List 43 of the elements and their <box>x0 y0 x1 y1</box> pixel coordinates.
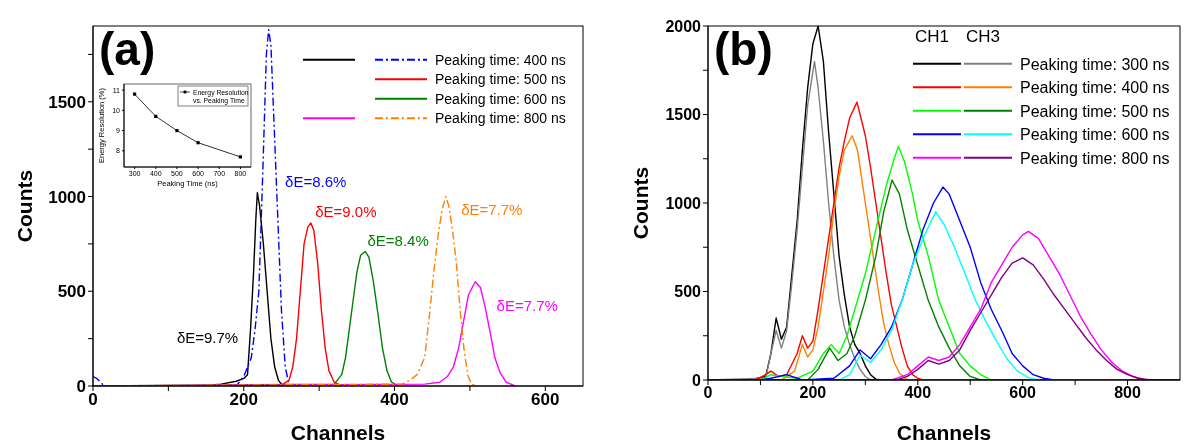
legend-label: Peaking time: 800 ns <box>1020 149 1170 167</box>
legend-label: Peaking time: 500 ns <box>1020 102 1170 120</box>
x-tick-label: 200 <box>799 384 827 402</box>
point <box>154 114 158 118</box>
legend-label: Peaking time: 300 ns <box>1020 55 1170 73</box>
legend-label: Peaking time: 400 ns <box>1020 78 1170 96</box>
x-axis-title: Channels <box>896 421 992 444</box>
x-tick-label: 600 <box>1009 384 1037 402</box>
annotation: δE=8.6% <box>285 172 347 190</box>
point <box>196 141 200 145</box>
y-tick-label: 500 <box>674 283 702 301</box>
point <box>175 128 179 133</box>
y-tick-label: 1500 <box>665 106 702 124</box>
y-axis-title: Counts <box>12 169 36 243</box>
legend-label: Peaking time: 500 ns <box>435 71 566 88</box>
y-tick-label: 1000 <box>665 194 702 212</box>
point <box>132 92 137 96</box>
annotation: δE=9.0% <box>315 202 377 220</box>
y-tick-label: 500 <box>57 282 86 302</box>
x-tick-label: 0 <box>703 384 713 402</box>
legend-label: Peaking time: 400 ns <box>435 51 566 68</box>
y-tick-label: 0 <box>692 371 702 389</box>
y-axis-title: Counts <box>628 166 652 240</box>
annotation: (a) <box>99 23 156 76</box>
annotation: (b) <box>714 23 773 76</box>
y-tick-label: 2000 <box>665 17 702 35</box>
x-tick-label: 400 <box>904 384 932 402</box>
annotation: δE=9.7% <box>176 329 239 347</box>
x-tick-label: 200 <box>229 390 258 410</box>
y-tick-label: 1000 <box>48 187 86 207</box>
x-tick-label: 600 <box>531 390 560 410</box>
legend-title: CH1 CH3 <box>915 26 1001 46</box>
y-tick-label: 1500 <box>48 92 86 112</box>
legend-label: Peaking time: 600 ns <box>1020 125 1170 143</box>
x-tick-label: 400 <box>380 390 409 410</box>
legend-label: Peaking time: 800 ns <box>435 110 566 127</box>
x-axis-title: Channels <box>290 421 386 444</box>
legend-label: Peaking time: 600 ns <box>435 90 566 107</box>
annotation: δE=7.7% <box>496 297 558 315</box>
annotation: δE=8.4% <box>367 231 429 249</box>
annotation: δE=7.7% <box>461 201 523 219</box>
x-tick-label: 800 <box>1114 384 1141 402</box>
point <box>238 155 243 159</box>
